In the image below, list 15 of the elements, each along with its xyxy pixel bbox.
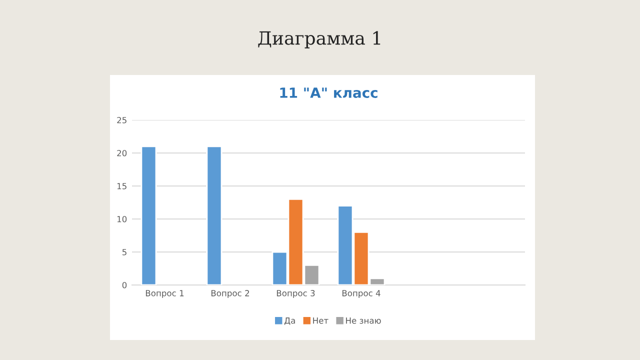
x-tick-label: Вопрос 2 (211, 290, 250, 298)
y-tick-label: 0 (122, 282, 127, 288)
x-tick-label: Вопрос 3 (276, 290, 315, 298)
legend-label: Нет (313, 318, 328, 324)
y-tick-label: 20 (117, 150, 127, 156)
chart-title: 11 "А" класс (280, 88, 378, 98)
y-tick-label: 15 (117, 183, 126, 190)
y-tick-label: 5 (122, 249, 126, 256)
legend-label: Да (284, 318, 295, 325)
x-tick-label: Вопрос 4 (342, 290, 380, 298)
y-tick-label: 10 (117, 216, 127, 222)
x-tick-label: Вопрос 1 (146, 290, 184, 298)
text: Диаграмма 1 (258, 31, 380, 48)
legend-label: Не знаю (346, 318, 381, 324)
y-tick-label: 25 (117, 116, 126, 124)
